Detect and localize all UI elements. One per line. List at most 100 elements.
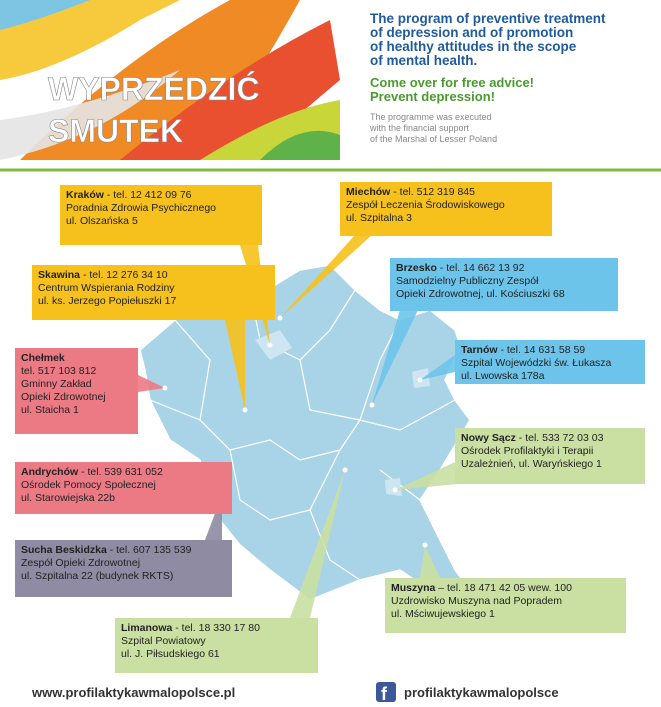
office-phone: - tel. 607 135 539	[106, 544, 192, 556]
office-box: Brzesko - tel. 14 662 13 92 Samodzielny P…	[390, 258, 618, 311]
pointer	[372, 310, 418, 405]
office-header: Tarnów - tel. 14 631 58 59	[461, 344, 639, 357]
logo-shapes	[0, 0, 340, 160]
office-line: Ośrodek Pomocy Społecznej	[21, 479, 156, 491]
office-line: Centrum Wspierania Rodziny	[38, 282, 175, 294]
office-line: ul. Lwowska 178a	[461, 370, 545, 382]
location-dot	[162, 385, 168, 391]
office-line: ul. J. Piłsudskiego 61	[121, 648, 220, 660]
office-phone: - tel. 14 631 58 59	[497, 344, 586, 356]
office-line: Szpital Wojewódzki św. Łukasza	[461, 357, 612, 369]
office-line: Opieki Zdrowotnej	[21, 391, 106, 403]
office-line: ul. Staicha 1	[21, 404, 79, 416]
office-box: Chełmek tel. 517 103 812 Gminny Zakład Opie…	[15, 348, 138, 434]
office-city: Kraków	[66, 189, 104, 201]
pointer	[395, 462, 468, 490]
logo-text: WYPRZEDZIĆ	[48, 71, 260, 107]
office-line: Uzdrowisko Muszyna nad Popradem	[391, 595, 562, 607]
facebook-name: profilaktykawmalopolsce	[404, 685, 559, 700]
office-box: Skawina - tel. 12 276 34 10 Centrum Wspie…	[32, 265, 275, 320]
pointer	[225, 320, 245, 410]
location-dot	[369, 402, 375, 408]
office-phone: – tel. 18 471 42 05 wew. 100	[435, 582, 572, 594]
location-dot	[392, 487, 398, 493]
office-header: Skawina - tel. 12 276 34 10	[38, 269, 269, 282]
call-line: Come over for free advice!	[370, 75, 535, 90]
office-city: Limanowa	[121, 622, 173, 634]
city-area	[255, 330, 292, 360]
office-line: Uzależnień, ul. Waryńskiego 1	[461, 458, 602, 470]
office-city: Miechów	[346, 186, 391, 198]
office-box: Muszyna – tel. 18 471 42 05 wew. 100 Uzdr…	[385, 578, 626, 633]
office-box: Tarnów - tel. 14 631 58 59 Szpital Wojewó…	[455, 340, 645, 384]
office-line: Ośrodek Profilaktyki i Terapii	[461, 445, 594, 457]
office-line: Samodzielny Publiczny Zespół	[396, 275, 539, 287]
office-box: Kraków - tel. 12 412 09 76 Poradnia Zdrow…	[60, 185, 262, 245]
office-city: Andrychów	[21, 466, 79, 478]
petal	[0, 0, 180, 80]
note-line: of the Marshal of Lesser Poland	[370, 134, 498, 144]
pointers	[138, 235, 468, 618]
office-header: Brzesko - tel. 14 662 13 92	[396, 262, 612, 275]
pointer	[290, 470, 345, 618]
location-dot	[267, 342, 273, 348]
office-box: Andrychów - tel. 539 631 052 Ośrodek Pomo…	[15, 462, 232, 514]
office-line: ul. Szpitalna 22 (budynek RKTS)	[21, 570, 174, 582]
location-dot	[277, 315, 283, 321]
location-dot	[422, 542, 428, 548]
office-city: Tarnów	[461, 344, 498, 356]
location-dot	[242, 407, 248, 413]
office-line: Gminny Zakład	[21, 378, 92, 390]
office-header: Chełmek	[21, 352, 132, 365]
pointer	[420, 545, 440, 578]
office-city: Nowy Sącz	[461, 432, 516, 444]
district-borders	[149, 289, 456, 581]
office-phone: - tel. 539 631 052	[78, 466, 163, 478]
office-city: Muszyna	[391, 582, 436, 594]
website: www.profilaktykawmalopolsce.pl	[31, 685, 235, 700]
office-line: Szpital Powiatowy	[121, 635, 206, 647]
pointer	[420, 355, 455, 380]
office-city: Brzesko	[396, 262, 437, 274]
office-line: ul. Szpitalna 3	[346, 212, 412, 224]
office-city: Sucha Beskidzka	[21, 544, 107, 556]
office-line: tel. 517 103 812	[21, 365, 97, 377]
office-phone: - tel. 512 319 845	[390, 186, 475, 198]
call-line: Prevent depression!	[370, 89, 495, 104]
city-area	[385, 478, 402, 496]
title-line: of healthy attitudes in the scope	[370, 39, 577, 54]
logo-text: SMUTEK	[48, 113, 183, 149]
office-box: Limanowa - tel. 18 330 17 80 Szpital Powi…	[115, 618, 318, 673]
map	[139, 264, 472, 601]
office-header: Miechów - tel. 512 319 845	[346, 186, 546, 199]
office-phone: - tel. 12 412 09 76	[103, 189, 192, 201]
office-phone: - tel. 533 72 03 03	[515, 432, 604, 444]
office-line: ul. Mściwujewskiego 1	[391, 608, 495, 620]
office-line: Opieki Zdrowotnej, ul. Kościuszki 68	[396, 288, 565, 300]
office-header: Sucha Beskidzka - tel. 607 135 539	[21, 544, 226, 557]
office-line: ul. Starowiejska 22b	[21, 492, 115, 504]
petal	[260, 130, 340, 160]
location-dot	[342, 467, 348, 473]
office-phone: - tel. 14 662 13 92	[436, 262, 525, 274]
office-line: Zespół Leczenia Środowiskowego	[346, 199, 505, 211]
pointer	[138, 375, 165, 392]
pointer	[280, 235, 372, 318]
office-line: ul. Olszańska 5	[66, 215, 138, 227]
office-box: Nowy Sącz - tel. 533 72 03 03 Ośrodek Pro…	[455, 428, 645, 484]
title-line: The program of preventive treatment	[370, 11, 606, 26]
facebook-f: f	[381, 684, 388, 704]
facebook-icon	[376, 682, 396, 702]
office-header: Kraków - tel. 12 412 09 76	[66, 189, 256, 202]
office-line: Zespół Opieki Zdrowotnej	[21, 557, 141, 569]
office-phone: - tel. 18 330 17 80	[172, 622, 260, 634]
title-line: of mental health.	[370, 53, 478, 68]
petal	[0, 70, 180, 160]
office-header: Andrychów - tel. 539 631 052	[21, 466, 226, 479]
petal	[0, 0, 90, 30]
title-line: of depression and of promotion	[370, 25, 574, 40]
office-box: Sucha Beskidzka - tel. 607 135 539 Zespół…	[15, 540, 232, 597]
note-line: with the financial support	[370, 123, 470, 133]
